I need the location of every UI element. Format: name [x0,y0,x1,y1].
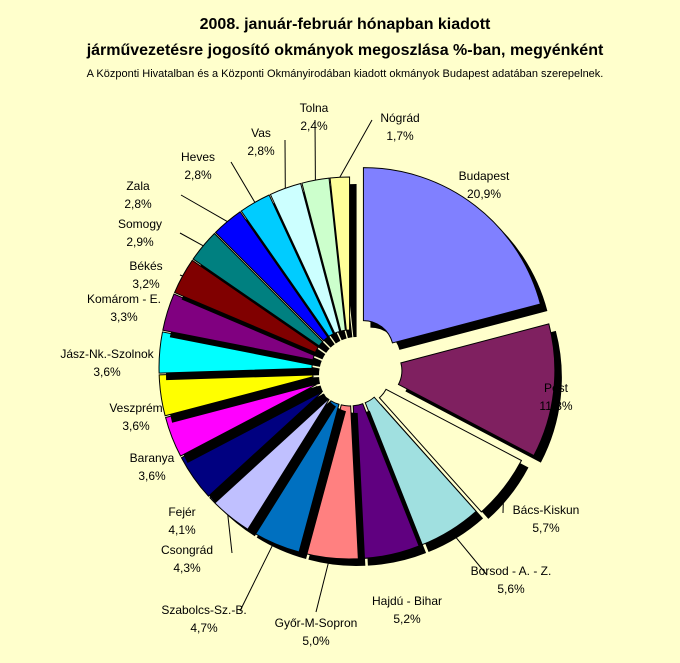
slice-value-nograd: 1,7% [386,129,414,143]
slice-label-heves: Heves 2,8% [181,150,215,182]
slice-label-budapest: Budapest 20,9% [459,169,510,201]
slice-label-hajdu-bihar: Hajdú - Bihar 5,2% [372,594,442,626]
slice-name-heves: Heves [181,150,215,164]
slice-shadow-baranya [172,385,323,464]
slice-value-borsod-a-z: 5,6% [497,582,525,596]
slice-name-bacs-kiskun: Bács-Kiskun [513,503,580,517]
slice-name-jasz-nk-szolnok: Jász-Nk.-Szolnok [60,347,154,361]
slice-label-veszprem: Veszprém 3,6% [109,401,162,433]
slice-value-csongrad: 4,3% [173,561,201,575]
slice-label-jasz-nk-szolnok: Jász-Nk.-Szolnok 3,6% [60,347,154,379]
slice-value-veszprem: 3,6% [122,419,150,433]
leader-line-borsod-a-z [449,530,488,576]
slice-value-jasz-nk-szolnok: 3,6% [93,365,121,379]
slice-value-tolna: 2,4% [300,119,328,133]
slice-name-somogy: Somogy [118,217,162,231]
slice-value-zala: 2,8% [124,197,152,211]
slice-somogy [192,232,324,347]
slice-name-borsod-a-z: Borsod - A. - Z. [471,564,552,578]
slice-zala [214,211,329,342]
slice-bacs-kiskun [378,388,523,513]
slice-label-bekes: Békés 3,2% [129,259,162,291]
slice-label-komarom-e: Komárom - E. 3,3% [87,292,161,324]
slice-name-vas: Vas [251,126,271,140]
leader-line-nograd [339,119,373,178]
slice-value-komarom-e: 3,3% [110,310,138,324]
slice-name-nograd: Nógrád [380,111,419,125]
slice-vas [269,182,341,334]
slice-label-nograd: Nógrád 1,7% [380,111,419,143]
slice-name-komarom-e: Komárom - E. [87,292,161,306]
leader-line-bekes [179,274,183,277]
slice-name-budapest: Budapest [459,169,510,183]
slice-name-bekes: Békés [129,259,162,273]
leader-line-somogy [179,232,204,247]
slice-labels: Budapest 20,9% Pest 11,8% Bács-Kiskun 5,7% Bor… [60,101,579,648]
slice-value-szabolcs-sz-b: 4,7% [190,621,218,635]
chart-subtitle: A Központi Hivatalban és a Központi Okmá… [87,68,604,80]
slice-label-baranya: Baranya 3,6% [130,451,175,483]
slice-value-budapest: 20,9% [467,187,501,201]
slice-name-hajdu-bihar: Hajdú - Bihar [372,594,442,608]
leader-line-heves [230,161,256,203]
slice-budapest [362,167,542,344]
slice-label-somogy: Somogy 2,9% [118,217,162,249]
slice-value-bacs-kiskun: 5,7% [532,521,560,535]
slice-value-fejer: 4,1% [168,523,196,537]
slice-pest [397,323,556,457]
slice-name-zala: Zala [126,179,150,193]
leader-line-zala [180,194,228,223]
slice-value-pest: 11,8% [539,399,572,413]
slice-name-tolna: Tolna [300,101,329,115]
leader-line-gyor-m-sopron [315,557,331,613]
slice-label-gyor-m-sopron: Győr-M-Sopron 5,0% [275,616,358,648]
slice-value-bekes: 3,2% [132,277,160,291]
slice-value-heves: 2,8% [184,168,212,182]
slice-name-veszprem: Veszprém [109,401,162,415]
slice-label-bacs-kiskun: Bács-Kiskun 5,7% [513,503,580,535]
slice-label-csongrad: Csongrád 4,3% [161,543,213,575]
slice-label-pest: Pest 11,8% [539,381,572,413]
slice-label-szabolcs-sz-b: Szabolcs-Sz.-B. 4,7% [161,603,246,635]
slice-name-fejer: Fejér [168,505,195,519]
slice-label-zala: Zala 2,8% [124,179,152,211]
slice-komarom-e [162,293,316,361]
slice-label-fejer: Fejér 4,1% [168,505,196,537]
slice-name-gyor-m-sopron: Győr-M-Sopron [275,616,358,630]
leader-line-csongrad [227,514,233,554]
leader-lines [179,119,505,613]
slice-name-baranya: Baranya [130,451,175,465]
slice-heves [240,194,335,338]
slice-label-tolna: Tolna 2,4% [300,101,329,133]
chart-title-line-1: 2008. január-február hónapban kiadott [200,16,491,33]
slice-bekes [173,259,319,354]
slice-value-vas: 2,8% [247,144,275,158]
pie-slices [158,167,562,566]
slice-nograd [329,176,351,331]
slice-tolna [301,177,346,332]
leader-line-szabolcs-sz-b [239,542,275,612]
slice-value-somogy: 2,9% [126,235,154,249]
slice-value-gyor-m-sopron: 5,0% [302,634,330,648]
slice-label-vas: Vas 2,8% [247,126,275,158]
slice-value-baranya: 3,6% [138,469,166,483]
slice-value-hajdu-bihar: 5,2% [393,612,421,626]
slice-name-szabolcs-sz-b: Szabolcs-Sz.-B. [161,603,246,617]
leader-line-bacs-kiskun [502,487,505,514]
slice-name-csongrad: Csongrád [161,543,213,557]
slice-name-pest: Pest [544,381,569,395]
slice-label-borsod-a-z: Borsod - A. - Z. 5,6% [471,564,552,596]
chart-title-line-2: járművezetésre jogosító okmányok megoszl… [86,42,604,59]
